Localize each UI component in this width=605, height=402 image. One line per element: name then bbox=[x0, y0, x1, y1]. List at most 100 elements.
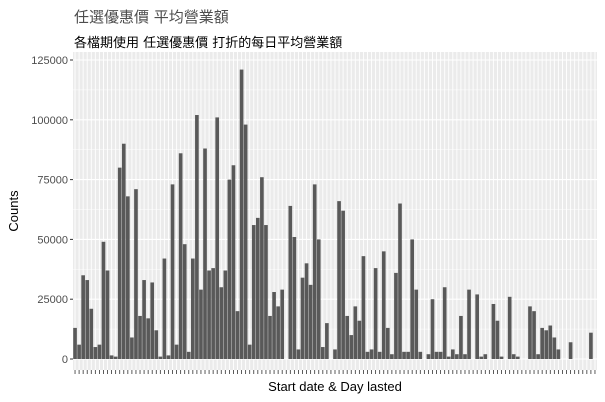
bar bbox=[528, 306, 532, 359]
bar bbox=[426, 354, 431, 359]
bar bbox=[365, 351, 370, 359]
bar bbox=[117, 167, 122, 359]
bar bbox=[320, 347, 325, 359]
bar bbox=[203, 148, 207, 359]
bar bbox=[475, 294, 479, 359]
chart-title: 任選優惠價 平均營業額 bbox=[74, 8, 229, 26]
bar bbox=[280, 289, 285, 359]
bar bbox=[77, 344, 81, 359]
bar bbox=[414, 289, 419, 359]
bar bbox=[268, 315, 272, 359]
bar bbox=[158, 356, 163, 359]
bar bbox=[450, 349, 455, 359]
grid-lines bbox=[73, 52, 597, 370]
bar bbox=[418, 351, 423, 359]
bar bbox=[394, 272, 398, 359]
bar bbox=[105, 270, 110, 359]
bar bbox=[361, 256, 366, 359]
bar bbox=[430, 299, 435, 359]
bar bbox=[540, 327, 544, 359]
bar bbox=[130, 337, 134, 359]
bar bbox=[467, 289, 471, 359]
y-tick-label: 125000 bbox=[31, 55, 68, 67]
bar bbox=[442, 287, 447, 359]
bar bbox=[304, 263, 309, 359]
bar bbox=[162, 258, 167, 359]
bar bbox=[499, 356, 504, 359]
bar bbox=[333, 349, 337, 359]
bar bbox=[325, 323, 329, 359]
bar bbox=[178, 153, 183, 359]
bar bbox=[511, 354, 516, 359]
bar bbox=[556, 349, 561, 359]
bar bbox=[211, 268, 215, 359]
bar bbox=[455, 354, 459, 359]
x-axis-title: Start date & Day lasted bbox=[268, 379, 402, 394]
bar bbox=[381, 251, 386, 359]
bar bbox=[227, 179, 232, 359]
bar bbox=[410, 239, 415, 359]
bar bbox=[81, 275, 85, 359]
chart-subtitle: 各檔期使用 任選優惠價 打折的每日平均營業額 bbox=[74, 36, 343, 51]
bar bbox=[341, 210, 345, 359]
bar bbox=[296, 349, 301, 359]
y-tick-label: 25000 bbox=[37, 294, 68, 306]
bar bbox=[495, 320, 500, 359]
bar bbox=[300, 277, 305, 359]
bar bbox=[150, 282, 155, 359]
y-tick-label: 75000 bbox=[37, 175, 68, 187]
bar bbox=[235, 311, 240, 359]
bar bbox=[89, 308, 94, 359]
bar bbox=[532, 311, 536, 359]
bar bbox=[544, 330, 549, 359]
bar bbox=[483, 354, 488, 359]
bar bbox=[276, 306, 280, 359]
bar bbox=[126, 196, 130, 359]
bar bbox=[438, 351, 443, 359]
bar bbox=[312, 184, 317, 359]
bar bbox=[589, 332, 593, 359]
bar bbox=[292, 237, 297, 359]
bar bbox=[207, 270, 211, 359]
y-tick-label: 50000 bbox=[37, 234, 68, 246]
bar bbox=[491, 303, 496, 359]
bar bbox=[406, 351, 410, 359]
bar bbox=[353, 306, 358, 359]
bar bbox=[434, 351, 439, 359]
bar bbox=[166, 355, 171, 359]
bar bbox=[349, 335, 354, 359]
bar bbox=[373, 268, 378, 359]
bar bbox=[515, 356, 520, 359]
bar bbox=[345, 315, 350, 359]
bar bbox=[121, 143, 126, 359]
bar bbox=[402, 351, 406, 359]
bar bbox=[243, 124, 248, 359]
bar bbox=[142, 280, 146, 359]
bar bbox=[85, 280, 90, 359]
bar bbox=[377, 351, 382, 359]
bar bbox=[390, 354, 394, 359]
bar bbox=[195, 115, 199, 360]
bar bbox=[264, 225, 268, 359]
bar bbox=[154, 330, 159, 359]
bar bbox=[219, 287, 224, 359]
bar bbox=[459, 315, 463, 359]
bars bbox=[73, 69, 593, 360]
bar bbox=[479, 356, 484, 359]
y-axis: 0 25000 50000 75000 100000 125000 bbox=[31, 55, 73, 366]
bar bbox=[93, 347, 98, 359]
bar bbox=[138, 315, 142, 359]
bar bbox=[223, 270, 228, 359]
bar bbox=[101, 241, 106, 359]
y-axis-title: Counts bbox=[6, 190, 21, 232]
bar bbox=[134, 189, 138, 359]
bar bbox=[260, 177, 264, 359]
bar bbox=[97, 344, 102, 359]
y-tick-label: 100000 bbox=[31, 115, 68, 127]
bar bbox=[288, 205, 293, 359]
bar bbox=[536, 354, 540, 359]
bar bbox=[170, 184, 175, 359]
bar bbox=[308, 284, 313, 359]
bar bbox=[463, 354, 467, 359]
